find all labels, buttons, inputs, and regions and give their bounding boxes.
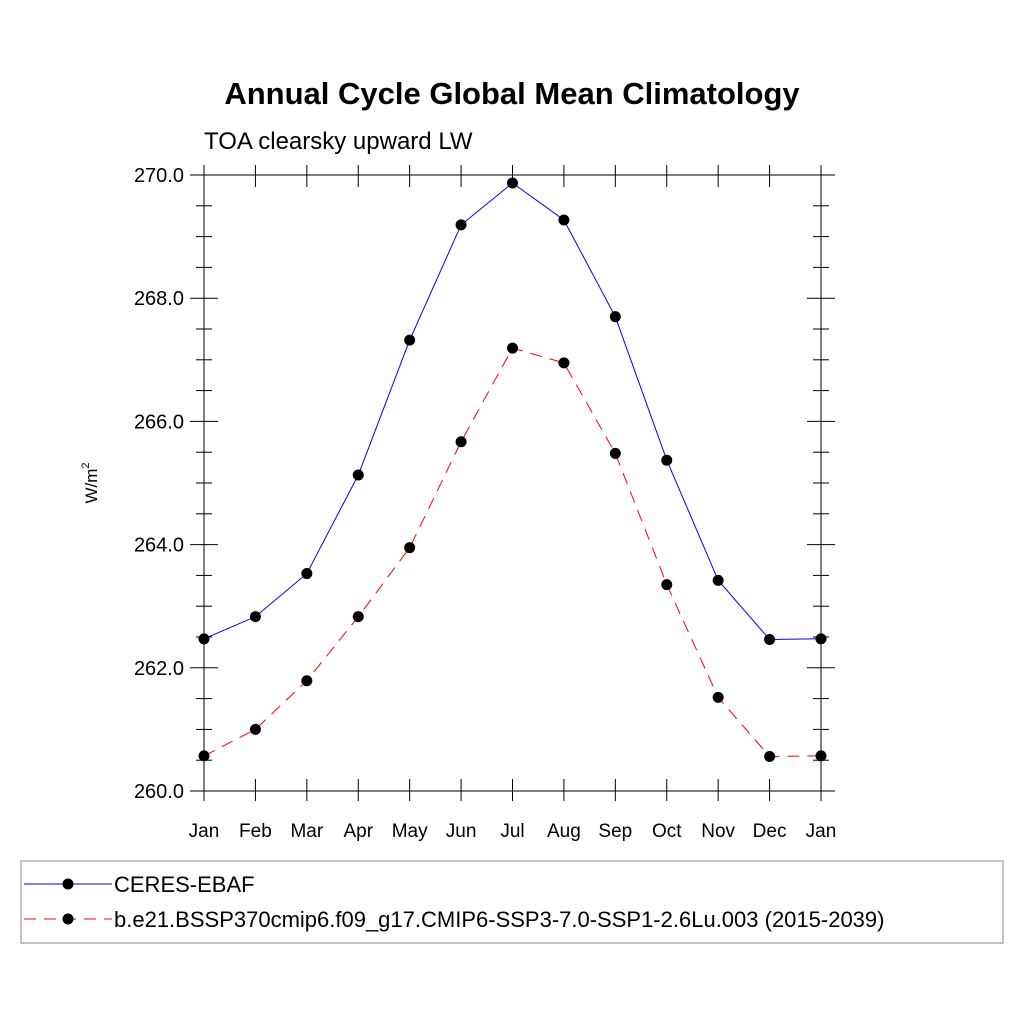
x-tick-label: Sep: [598, 821, 632, 842]
x-tick-label: Oct: [652, 821, 682, 842]
data-point-series-1: [455, 436, 467, 448]
y-tick-label: 262.0: [134, 658, 184, 680]
x-tick-label: May: [392, 821, 428, 842]
y-tick-label: 260.0: [134, 781, 184, 803]
series-line-1: [203, 347, 822, 758]
axis-ticks: Jan Feb Mar Apr May Jun Jul Aug Sep Oct Nov Dec Jan2…: [134, 165, 836, 842]
data-point-series-0: [249, 611, 261, 623]
x-tick-label: Aug: [547, 821, 581, 842]
x-tick-label: Jun: [446, 821, 477, 842]
y-tick-label: 264.0: [134, 535, 184, 557]
y-axis-label-main: W/m: [82, 469, 101, 504]
data-point-series-1: [764, 751, 776, 763]
data-point-series-1: [609, 447, 621, 459]
chart-subtitle: TOA clearsky upward LW: [204, 128, 473, 155]
data-point-series-0: [609, 311, 621, 323]
y-axis-label: W/m2: [80, 462, 101, 503]
series-layer: [198, 177, 827, 763]
chart-title: Annual Cycle Global Mean Climatology: [224, 76, 800, 111]
data-point-series-0: [198, 633, 210, 645]
legend-box: [20, 860, 1004, 944]
legend: CERES-EBAF b.e21.BSSP370cmip6.f09_g17.CM…: [20, 860, 1004, 944]
legend-marker-ceres: [62, 878, 74, 890]
x-tick-label: Jan: [806, 821, 837, 842]
data-point-series-1: [712, 691, 724, 703]
x-tick-label: Apr: [343, 821, 373, 842]
data-point-series-1: [301, 675, 313, 687]
data-point-series-0: [661, 454, 673, 466]
data-point-series-1: [815, 750, 827, 762]
data-point-series-0: [558, 214, 570, 226]
legend-marker-model: [62, 913, 74, 925]
data-point-series-1: [558, 357, 570, 369]
data-point-series-1: [404, 542, 416, 554]
plot-frame: [203, 174, 822, 792]
x-tick-label: Nov: [701, 821, 735, 842]
legend-label-model: b.e21.BSSP370cmip6.f09_g17.CMIP6-SSP3-7.…: [114, 907, 884, 932]
legend-label-ceres: CERES-EBAF: [114, 872, 255, 897]
data-point-series-1: [198, 750, 210, 762]
y-tick-label: 268.0: [134, 288, 184, 310]
data-point-series-0: [455, 219, 467, 231]
data-point-series-0: [815, 633, 827, 645]
y-tick-label: 266.0: [134, 411, 184, 433]
plot-area: Jan Feb Mar Apr May Jun Jul Aug Sep Oct Nov Dec Jan2…: [134, 165, 836, 842]
x-tick-label: Jan: [189, 821, 220, 842]
data-point-series-0: [352, 469, 364, 481]
data-point-series-0: [507, 177, 518, 189]
data-point-series-0: [404, 334, 416, 346]
x-tick-label: Mar: [290, 821, 323, 842]
data-point-series-1: [352, 611, 364, 623]
data-point-series-1: [661, 579, 673, 591]
data-point-series-1: [249, 723, 261, 735]
x-tick-label: Jul: [500, 821, 524, 842]
x-tick-label: Feb: [239, 821, 272, 842]
data-point-series-1: [507, 342, 518, 354]
data-point-series-0: [301, 568, 313, 580]
y-tick-label: 270.0: [134, 165, 184, 187]
data-point-series-0: [764, 633, 776, 645]
x-tick-label: Dec: [753, 821, 787, 842]
series-line-0: [203, 182, 822, 641]
data-point-series-0: [712, 574, 724, 586]
y-axis-label-superscript: 2: [80, 462, 92, 468]
